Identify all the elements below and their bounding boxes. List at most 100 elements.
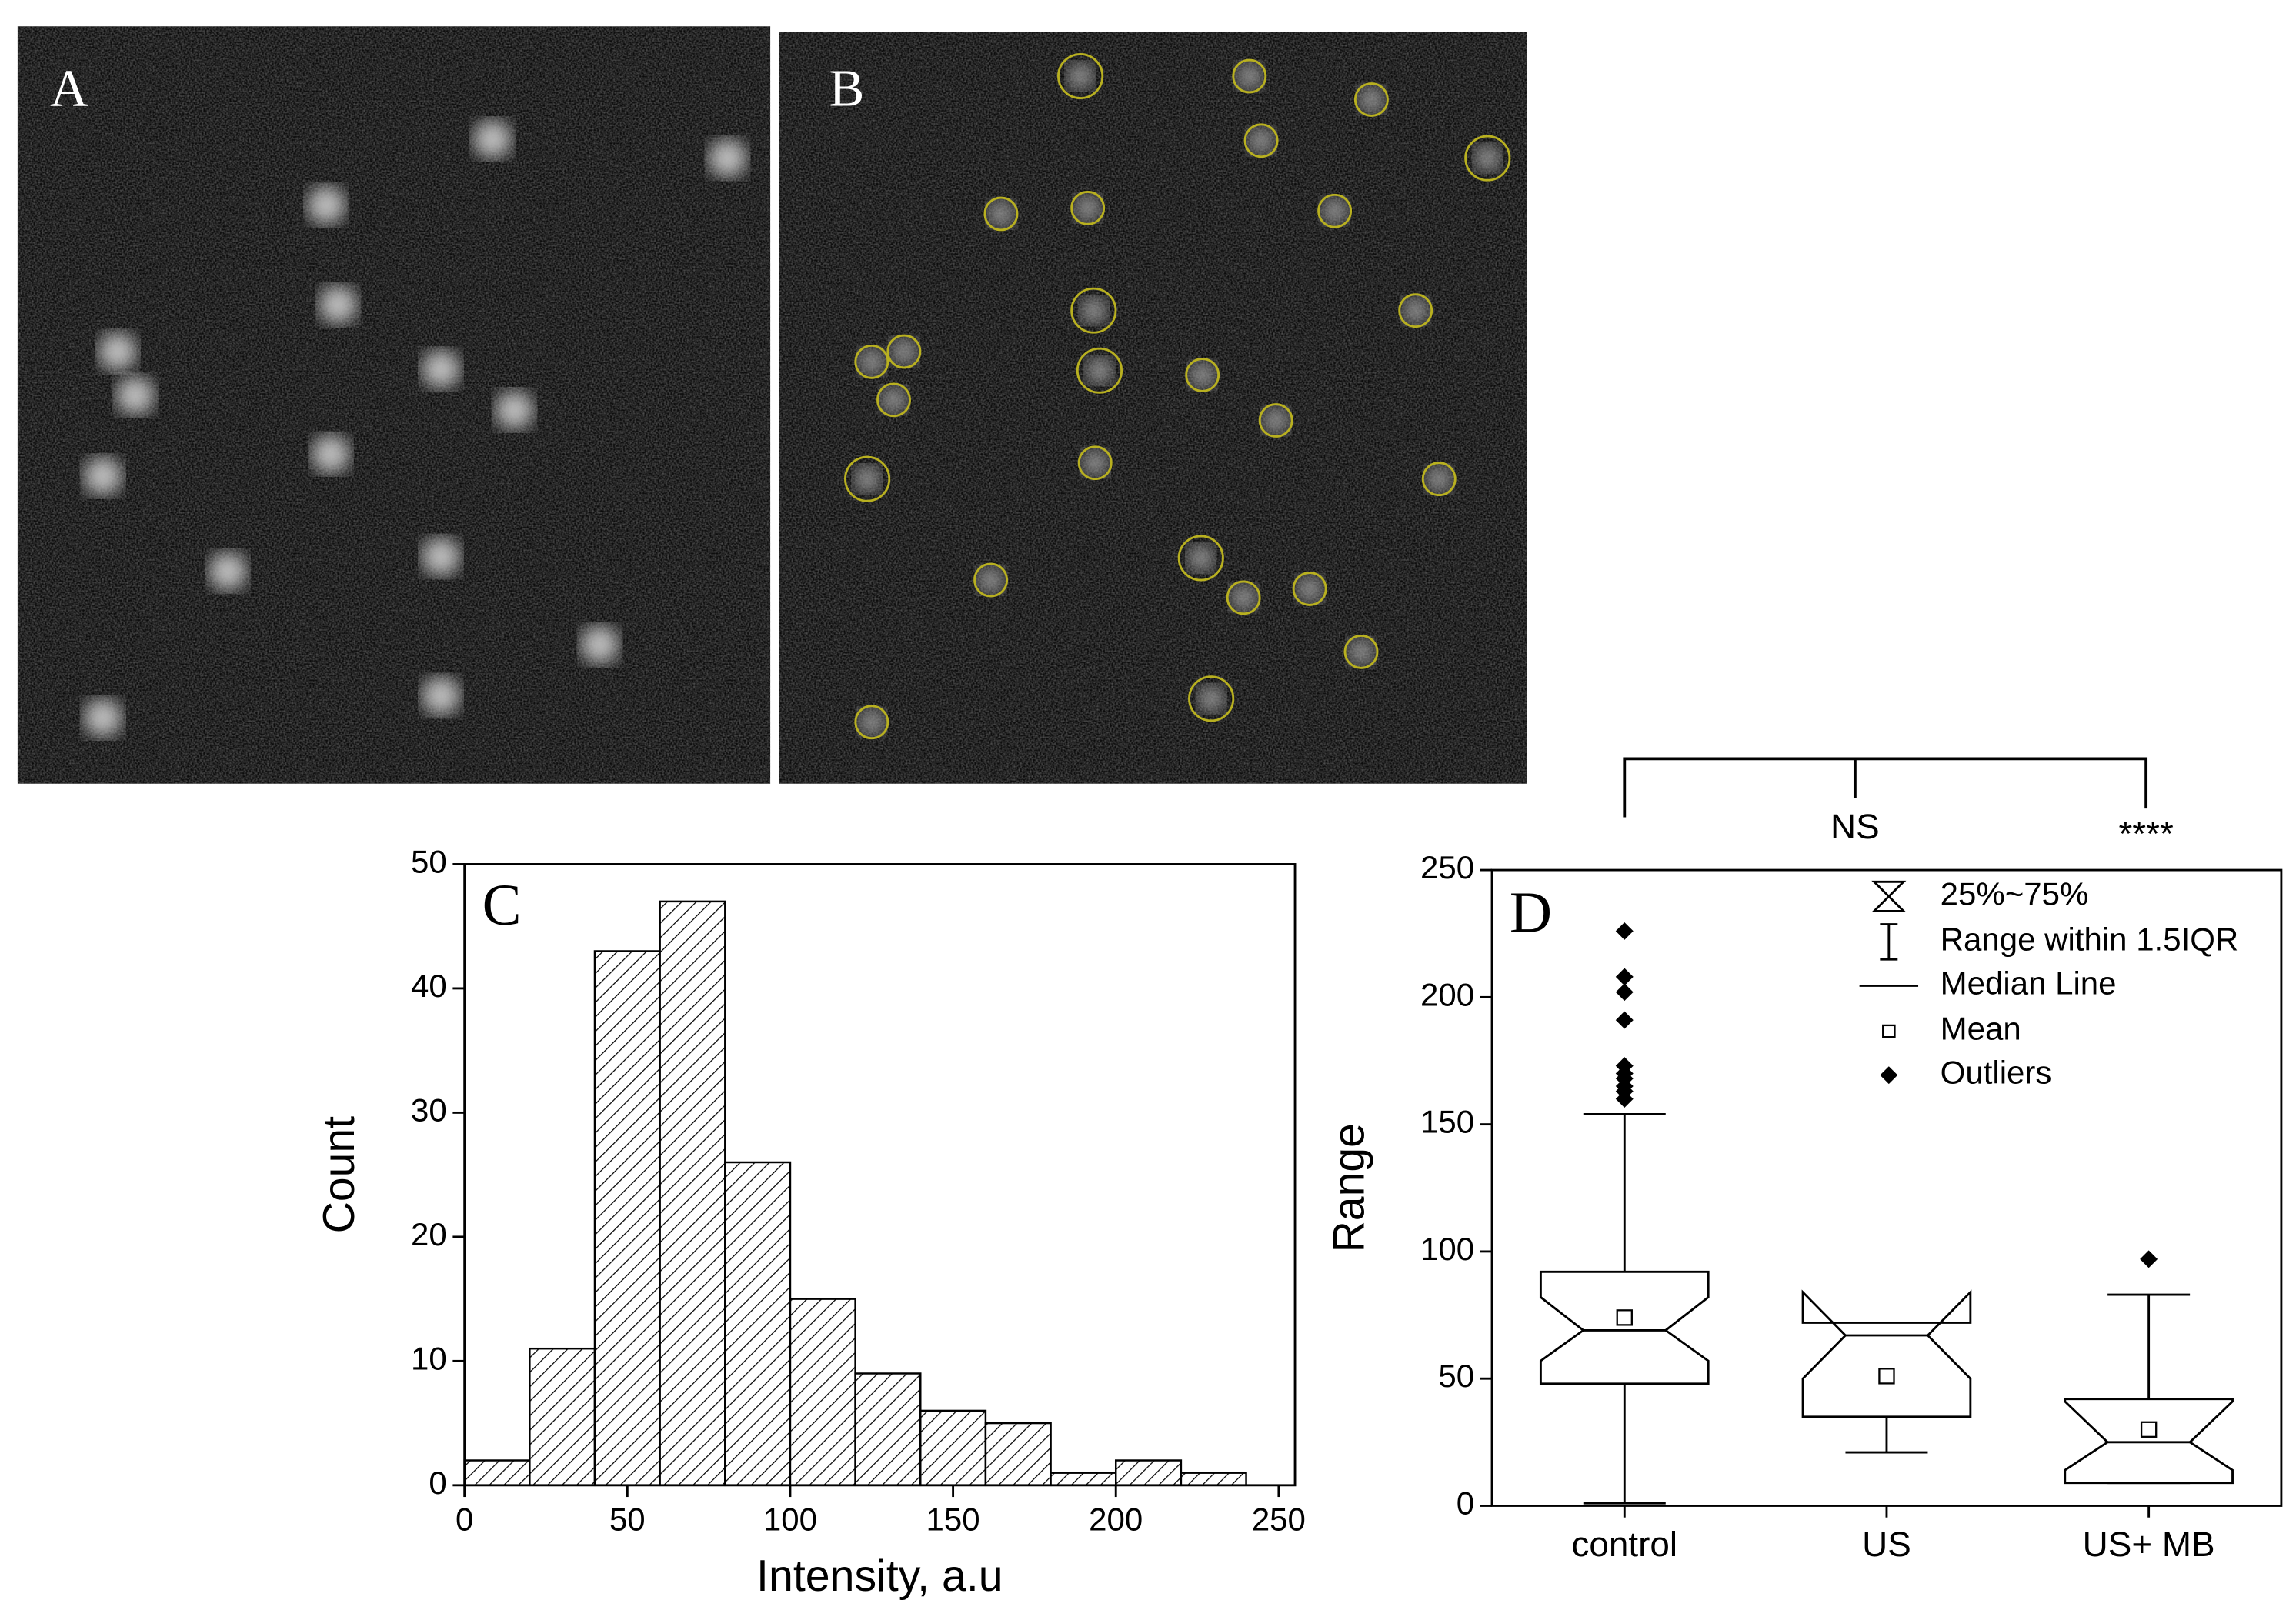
- legend-label: Median Line: [1941, 965, 2117, 1002]
- blob: [1474, 145, 1501, 172]
- roi-circle: [1343, 634, 1379, 669]
- blob: [1247, 127, 1275, 154]
- blob: [1080, 297, 1107, 324]
- legend-label: Mean: [1941, 1011, 2021, 1047]
- x-tick-label: 0: [456, 1502, 473, 1538]
- roi-circle: [854, 705, 889, 740]
- blob: [1426, 465, 1453, 492]
- blob: [1296, 575, 1323, 602]
- blob: [1230, 584, 1257, 612]
- notched-box: [1539, 1270, 1710, 1385]
- blob: [1321, 198, 1348, 225]
- roi-circle: [1464, 135, 1511, 182]
- x-tick-label: 50: [609, 1502, 646, 1538]
- plot-frame: [463, 863, 1297, 1487]
- blob: [1082, 449, 1109, 476]
- y-tick-label: 20: [411, 1216, 447, 1252]
- y-tick-label: 0: [1457, 1485, 1474, 1522]
- roi-circle: [1057, 53, 1104, 100]
- roi-circle: [1070, 191, 1106, 225]
- significance-label: NS: [1830, 807, 1880, 846]
- roi-circle: [1070, 287, 1117, 334]
- roi-circle: [1398, 293, 1433, 328]
- roi-circle: [1353, 82, 1389, 117]
- blob: [1236, 62, 1263, 90]
- blob: [1187, 545, 1214, 572]
- blob: [853, 465, 881, 492]
- panel-label: B: [829, 59, 864, 118]
- notched-box: [1801, 1289, 1972, 1418]
- legend-label: Outliers: [1941, 1055, 2052, 1091]
- blob: [209, 552, 247, 591]
- roi-circle: [1177, 535, 1224, 582]
- outlier: [1615, 922, 1634, 940]
- blob: [1358, 86, 1385, 113]
- bar: [1114, 1459, 1183, 1487]
- roi-circle: [876, 382, 911, 418]
- blob: [422, 350, 460, 388]
- legend-icon: [1880, 1066, 1898, 1085]
- roi-circle: [1185, 358, 1220, 392]
- bar: [1180, 1472, 1247, 1487]
- bar: [1050, 1472, 1117, 1487]
- micrograph-a: A: [17, 26, 771, 784]
- outlier: [2140, 1250, 2158, 1268]
- bar: [659, 900, 726, 1487]
- y-tick-label: 30: [411, 1092, 447, 1128]
- y-axis-label: Count: [315, 1116, 364, 1234]
- x-tick-label: US+ MB: [2083, 1525, 2215, 1564]
- x-tick-label: 150: [926, 1502, 980, 1538]
- x-tick-label: 100: [763, 1502, 817, 1538]
- roi-circle: [1243, 123, 1279, 158]
- x-tick-label: control: [1571, 1525, 1677, 1564]
- panel-label: C: [482, 872, 522, 938]
- mean-marker: [2140, 1421, 2158, 1438]
- roi-circle: [1317, 193, 1353, 228]
- legend-label: Range within 1.5IQR: [1941, 921, 2239, 957]
- y-tick-label: 100: [1420, 1231, 1474, 1267]
- roi-circle: [983, 196, 1019, 232]
- notched-box: [2064, 1398, 2234, 1485]
- blob: [1197, 685, 1225, 712]
- blob: [319, 285, 358, 324]
- blob: [880, 386, 907, 413]
- roi-circle: [1226, 580, 1261, 615]
- blob: [115, 376, 155, 415]
- outlier: [1615, 1011, 1634, 1029]
- outlier: [1615, 968, 1634, 986]
- blob: [1189, 362, 1216, 388]
- blob: [890, 338, 918, 365]
- blob: [1086, 357, 1113, 384]
- bar: [984, 1422, 1052, 1487]
- mean-marker: [1878, 1368, 1895, 1385]
- y-tick-label: 40: [411, 968, 447, 1004]
- blob: [1263, 407, 1290, 434]
- significance-bracket: [1623, 757, 2148, 818]
- bar: [529, 1347, 596, 1487]
- blob: [708, 138, 747, 178]
- y-tick-label: 150: [1420, 1104, 1474, 1140]
- bar: [724, 1161, 792, 1487]
- roi-circle: [1188, 675, 1235, 722]
- roi-circle: [1077, 445, 1113, 481]
- roi-circle: [1292, 572, 1327, 606]
- x-tick-label: 250: [1252, 1502, 1306, 1538]
- roi-circle: [844, 455, 891, 502]
- bar: [919, 1409, 987, 1487]
- x-axis-label: Intensity, a.u: [756, 1552, 1003, 1601]
- blob: [83, 698, 122, 737]
- y-tick-label: 0: [429, 1465, 446, 1501]
- bar: [593, 950, 661, 1487]
- outlier: [1615, 983, 1634, 1002]
- x-tick-label: 200: [1089, 1502, 1143, 1538]
- y-tick-label: 10: [411, 1340, 447, 1376]
- blob: [977, 566, 1004, 594]
- panel-label: D: [1510, 880, 1552, 945]
- roi-circle: [854, 344, 889, 379]
- legend-label: 25%~75%: [1941, 875, 2089, 912]
- roi-circle: [1076, 347, 1123, 394]
- blob: [98, 332, 137, 371]
- blob: [422, 537, 460, 576]
